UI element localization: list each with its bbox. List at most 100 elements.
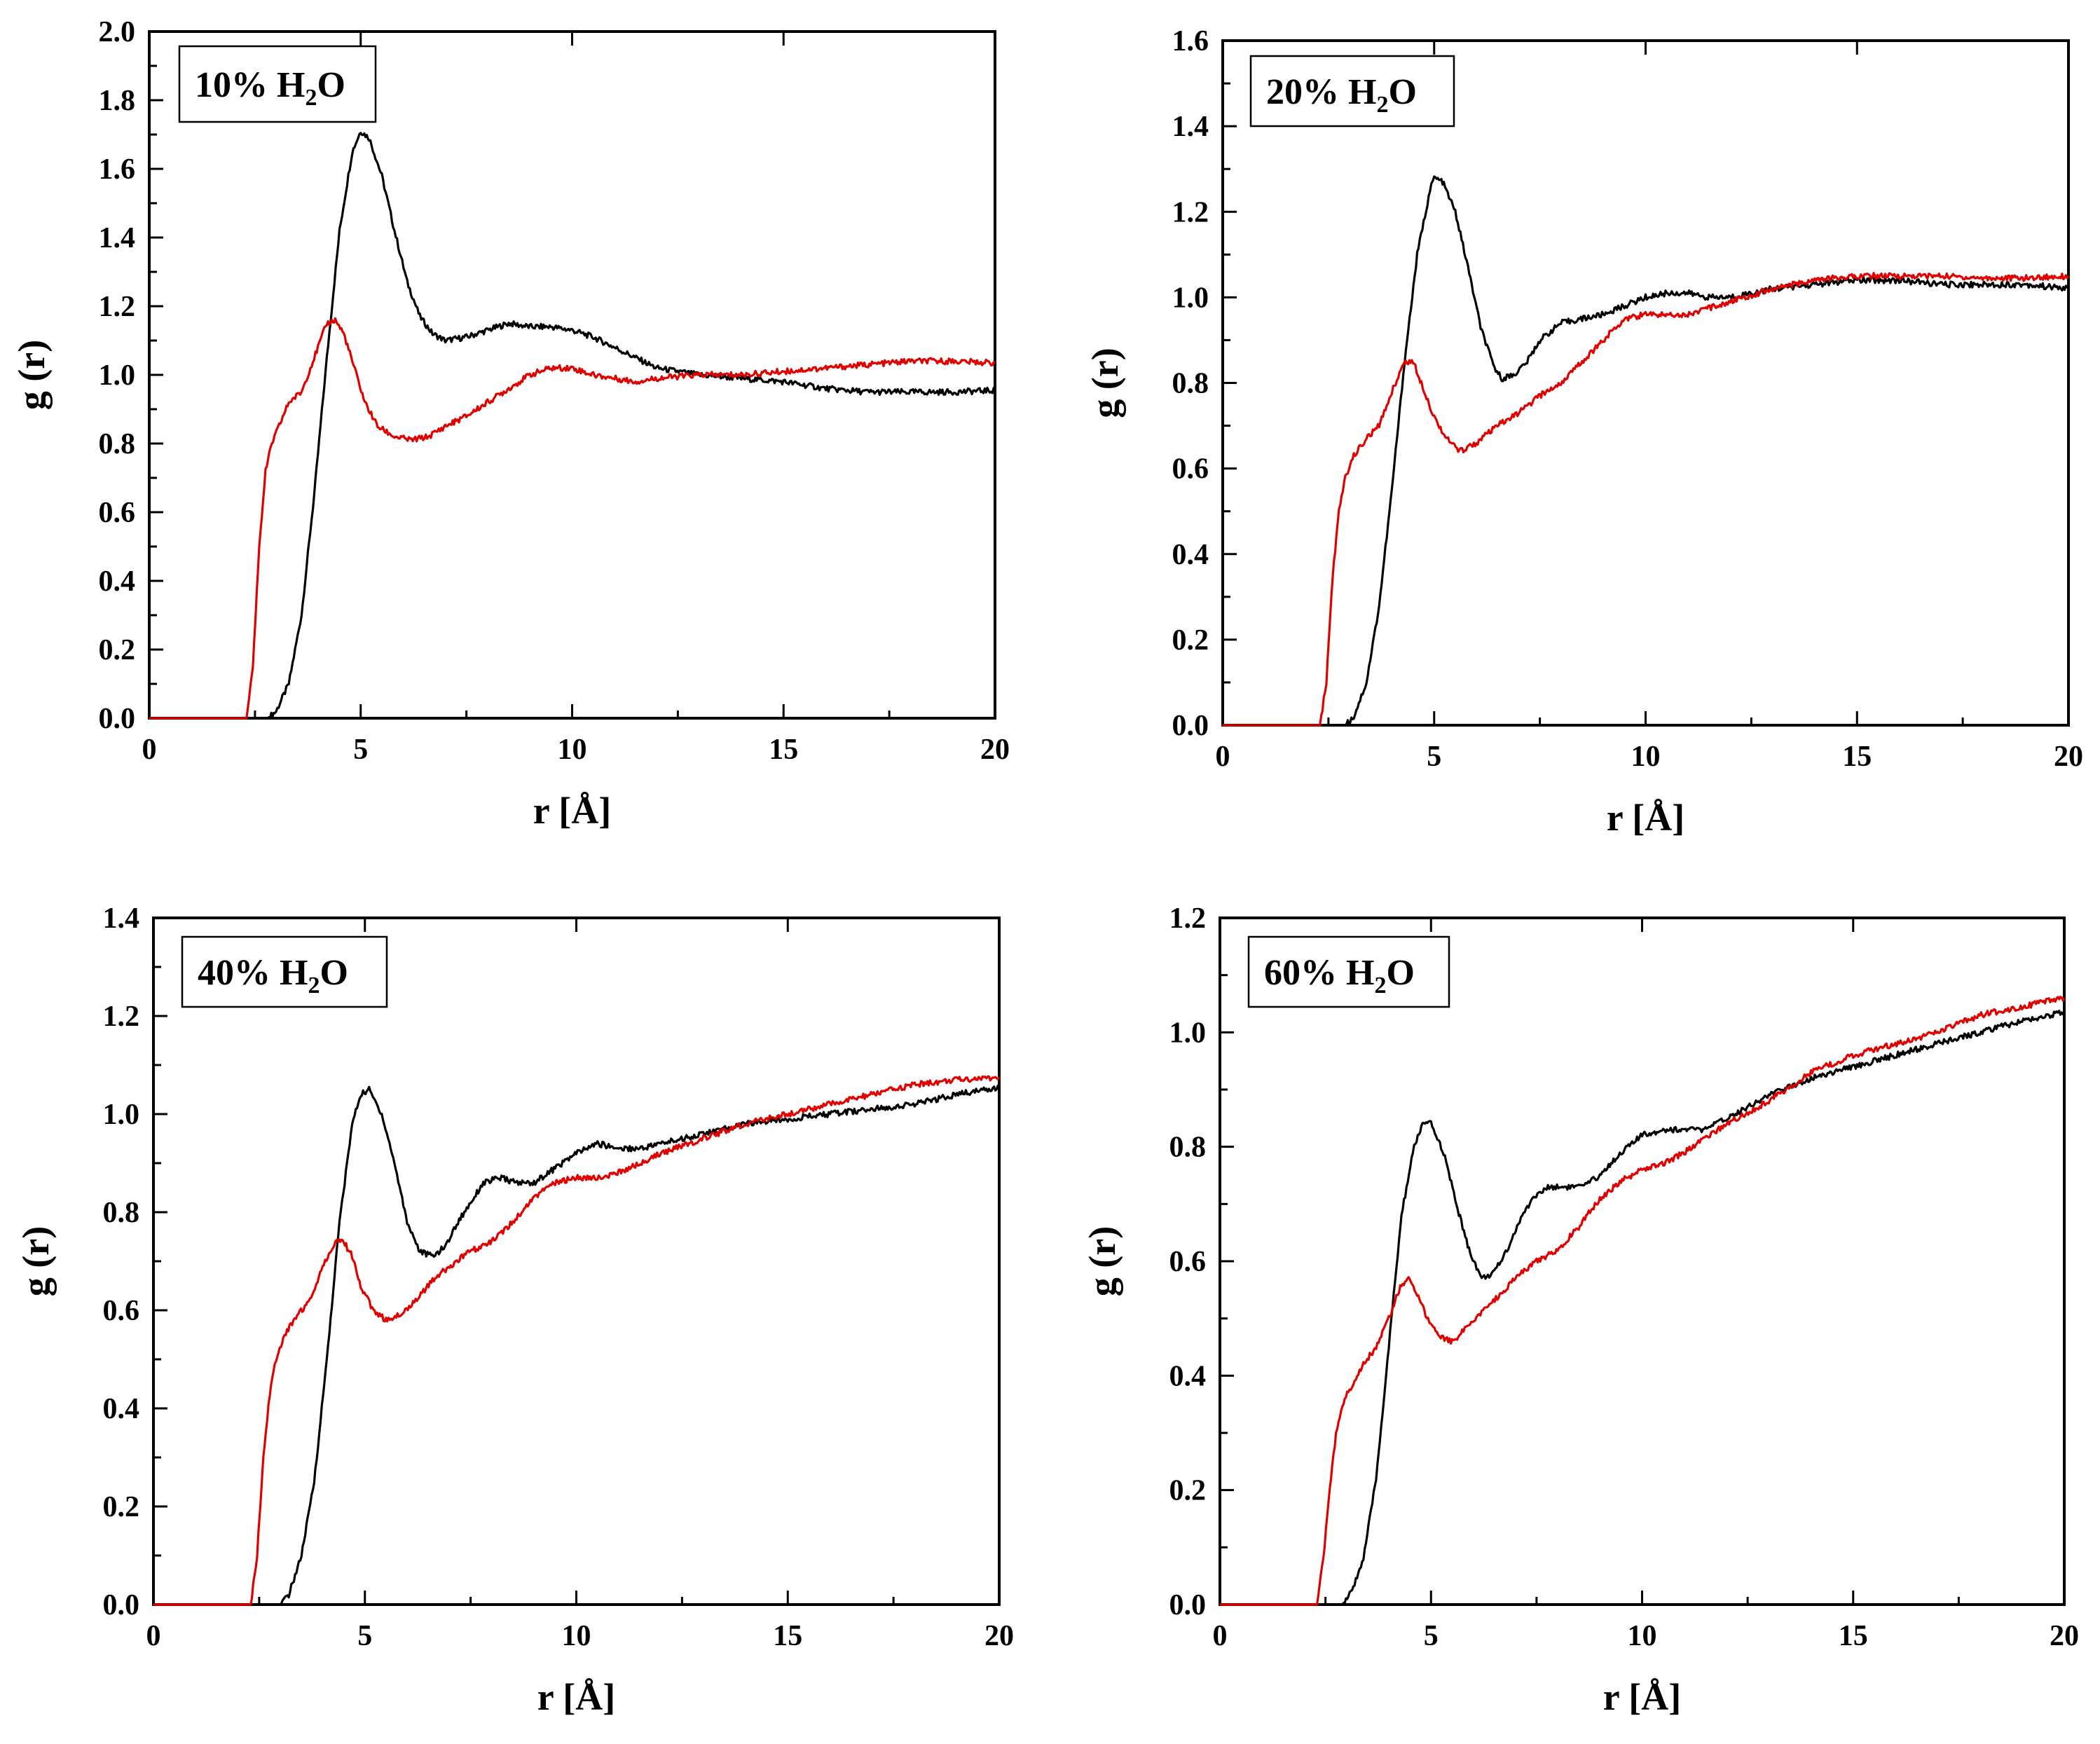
x-tick-label: 5	[1424, 1620, 1439, 1652]
sample-label-main: 10% H	[195, 65, 305, 105]
y-tick-label: 1.0	[1172, 282, 1209, 314]
series-line-red	[149, 317, 996, 720]
panel-60pct-h2o: 0 5 10 15 20 0.0 0.2 0.4 0.6 0.8 1.0 1.2 60% H2O r …	[1081, 902, 2079, 1718]
sample-label-end: O	[320, 953, 348, 993]
sample-label-frame	[1247, 935, 1450, 1008]
y-tick-label: 1.0	[103, 1099, 140, 1131]
y-tick-label: 0.8	[1169, 1132, 1207, 1164]
y-tick-label: 1.2	[1172, 196, 1209, 228]
y-tick-label: 0.8	[99, 428, 136, 460]
sample-label-end: O	[317, 65, 345, 105]
y-tick-label: 0.6	[1172, 453, 1209, 486]
y-tick-label: 0.4	[103, 1393, 140, 1425]
y-tick-label: 0.2	[99, 634, 136, 666]
y-tick-label: 0.0	[99, 703, 136, 735]
sample-label: 10% H2O	[195, 65, 345, 111]
y-tick-label: 0.4	[1169, 1360, 1207, 1392]
plot-frame	[1219, 916, 2066, 1606]
sample-label-subscript: 2	[1374, 973, 1386, 998]
y-axis-title: g (r)	[11, 340, 53, 410]
series-line-black	[1220, 1009, 2066, 1606]
y-tick-label: 0.6	[99, 497, 136, 529]
y-axis-title: g (r)	[1081, 1226, 1123, 1296]
sample-label-main: 60% H	[1264, 953, 1374, 993]
y-axis-title: g (r)	[1084, 348, 1126, 418]
plot-frame	[148, 30, 996, 720]
sample-label-frame	[181, 935, 388, 1008]
y-tick-label: 1.6	[99, 153, 136, 186]
panel-10pct-h2o: 0 5 10 15 20 0.0 0.2 0.4 0.6 0.8 1.0 1.2 1.4 1.6 1.8 2.…	[11, 16, 1010, 832]
axis-ticks: 0 5 10 15 20 0.0 0.2 0.4 0.6 0.8 1.0 1.2 1.4 1.6	[1172, 25, 2084, 773]
y-tick-label: 0.0	[1169, 1589, 1207, 1621]
series-layer	[1220, 995, 2066, 1606]
x-tick-label: 0	[146, 1620, 161, 1652]
sample-label: 40% H2O	[198, 953, 348, 998]
y-tick-label: 0.2	[103, 1491, 140, 1523]
x-tick-label: 5	[353, 734, 368, 766]
series-line-red	[1220, 995, 2066, 1606]
y-tick-label: 0.0	[1172, 710, 1209, 742]
plot-frame	[1221, 39, 2070, 727]
sample-label-subscript: 2	[305, 85, 317, 111]
x-tick-label: 20	[980, 734, 1010, 766]
y-tick-label: 1.4	[99, 222, 136, 254]
y-tick-label: 0.4	[99, 565, 136, 598]
y-tick-label: 1.2	[99, 291, 136, 323]
x-axis-title: r [Å]	[533, 790, 611, 832]
series-layer	[149, 132, 996, 720]
sample-label-subscript: 2	[1376, 92, 1388, 118]
y-tick-label: 0.0	[103, 1589, 140, 1621]
axis-ticks: 0 5 10 15 20 0.0 0.2 0.4 0.6 0.8 1.0 1.2	[1169, 902, 2080, 1652]
series-line-red	[153, 1075, 1001, 1606]
x-tick-label: 20	[984, 1620, 1014, 1652]
y-tick-label: 1.2	[103, 1001, 140, 1033]
y-tick-label: 1.4	[103, 902, 140, 935]
y-tick-label: 0.4	[1172, 539, 1209, 571]
y-tick-label: 0.6	[103, 1295, 140, 1327]
y-tick-label: 1.4	[1172, 111, 1209, 143]
plot-frame	[152, 916, 1001, 1606]
y-tick-label: 1.8	[99, 85, 136, 117]
sample-label-end: O	[1386, 953, 1414, 993]
x-tick-label: 15	[773, 1620, 802, 1652]
x-tick-label: 10	[1631, 741, 1661, 773]
sample-label: 60% H2O	[1264, 953, 1415, 998]
series-line-black	[149, 132, 996, 720]
x-tick-label: 15	[1839, 1620, 1868, 1652]
sample-label-box: 60% H2O	[1247, 935, 1450, 1008]
sample-label-frame	[1249, 55, 1455, 128]
x-tick-label: 5	[357, 1620, 372, 1652]
sample-label-box: 10% H2O	[178, 45, 377, 123]
axis-ticks: 0 5 10 15 20 0.0 0.2 0.4 0.6 0.8 1.0 1.2 1.4 1.6 1.8 2.…	[99, 16, 1010, 766]
y-tick-label: 1.0	[99, 359, 136, 392]
y-tick-label: 1.0	[1169, 1017, 1207, 1049]
x-tick-label: 0	[1216, 741, 1230, 773]
x-axis-title: r [Å]	[1607, 797, 1684, 839]
x-axis-title: r [Å]	[1603, 1676, 1681, 1718]
x-tick-label: 10	[562, 1620, 591, 1652]
series-layer	[1223, 175, 2070, 727]
series-line-black	[153, 1084, 1001, 1606]
y-axis-title: g (r)	[15, 1226, 57, 1296]
x-tick-label: 10	[558, 734, 587, 766]
sample-label-box: 20% H2O	[1249, 55, 1455, 128]
y-tick-label: 0.8	[1172, 368, 1209, 400]
sample-label-frame	[178, 45, 377, 123]
x-tick-label: 0	[1213, 1620, 1228, 1652]
sample-label-main: 20% H	[1266, 72, 1376, 112]
y-tick-label: 2.0	[99, 16, 136, 48]
series-line-red	[1223, 272, 2070, 727]
y-tick-label: 0.2	[1169, 1475, 1207, 1507]
x-tick-label: 5	[1427, 741, 1441, 773]
panel-40pct-h2o: 0 5 10 15 20 0.0 0.2 0.4 0.6 0.8 1.0 1.2 1.4 40% H2O…	[15, 902, 1014, 1718]
panel-20pct-h2o: 0 5 10 15 20 0.0 0.2 0.4 0.6 0.8 1.0 1.2 1.4 1.6 20% …	[1084, 25, 2083, 839]
x-tick-label: 15	[1842, 741, 1872, 773]
x-tick-label: 10	[1628, 1620, 1657, 1652]
y-tick-label: 0.2	[1172, 624, 1209, 657]
sample-label-box: 40% H2O	[181, 935, 388, 1008]
y-tick-label: 0.6	[1169, 1246, 1207, 1278]
axis-ticks: 0 5 10 15 20 0.0 0.2 0.4 0.6 0.8 1.0 1.2 1.4	[103, 902, 1015, 1652]
x-tick-label: 20	[2050, 1620, 2079, 1652]
series-layer	[153, 1075, 1001, 1606]
